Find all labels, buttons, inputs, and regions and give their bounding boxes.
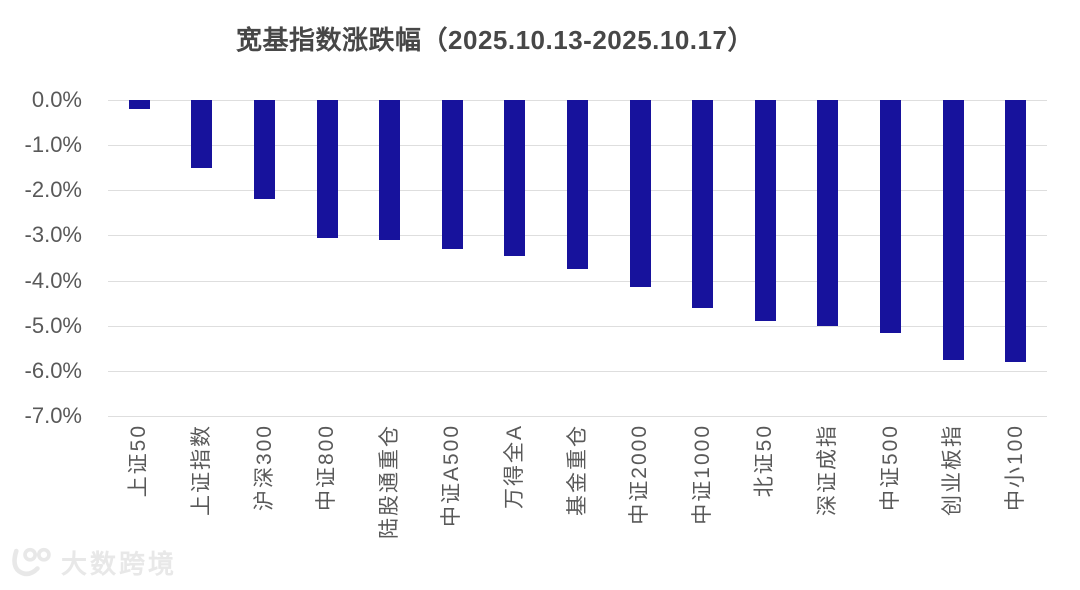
y-tick-label: 0.0%: [31, 87, 82, 112]
bar-深证成指: [817, 100, 839, 326]
x-tick-label: 中证800: [315, 424, 339, 512]
y-axis-labels: 0.0% -1.0% -2.0% -3.0% -4.0% -5.0% -6.0% -7.0%: [0, 87, 84, 428]
gridline: [108, 416, 1047, 417]
bar-上证指数: [191, 100, 213, 168]
x-tick-label-wrapper: 中证A500: [440, 424, 464, 574]
x-tick-label-wrapper: 中证2000: [628, 424, 652, 574]
bar-北证50: [754, 100, 776, 322]
x-tick-label: 中证A500: [440, 424, 464, 528]
x-tick-label: 中小100: [1003, 424, 1027, 512]
bar-中证500: [880, 100, 901, 333]
bar-中小100: [1005, 100, 1027, 362]
x-tick-label-wrapper: 陆股通重仓: [377, 424, 401, 574]
x-tick-label: 北证50: [753, 424, 777, 498]
gridline: [108, 370, 1047, 372]
x-tick-label-wrapper: 中证1000: [690, 424, 714, 574]
bar-中证800: [316, 100, 338, 238]
y-tick-label: -1.0%: [24, 132, 82, 158]
bar-陆股通重仓: [379, 100, 401, 240]
x-tick-label-wrapper: 上证50: [127, 424, 151, 574]
x-tick-label: 创业板指: [941, 424, 965, 516]
chart-title: 宽基指数涨跌幅（2025.10.13-2025.10.17）: [236, 25, 754, 55]
x-tick-label: 中证2000: [628, 424, 652, 525]
bar-沪深300: [254, 100, 275, 200]
x-tick-label: 上证指数: [189, 424, 213, 516]
x-tick-label-wrapper: 深证成指: [815, 424, 839, 574]
x-tick-label-wrapper: 中证800: [315, 424, 339, 574]
bar-基金重仓: [567, 100, 588, 270]
x-tick-label-wrapper: 北证50: [753, 424, 777, 574]
x-tick-label: 陆股通重仓: [377, 424, 401, 539]
bar-创业板指: [942, 100, 964, 360]
x-tick-label-wrapper: 沪深300: [252, 424, 276, 574]
x-tick-label-wrapper: 万得全A: [502, 424, 526, 574]
brand-watermark: 大数跨境: [8, 544, 177, 581]
y-tick-label: -6.0%: [24, 357, 82, 383]
y-tick-label: -4.0%: [24, 267, 82, 293]
y-tick-label: -2.0%: [24, 177, 82, 203]
bar-万得全A: [504, 100, 526, 256]
x-tick-label-wrapper: 中小100: [1003, 424, 1027, 574]
gridline: [108, 280, 1047, 282]
x-tick-label: 上证50: [127, 424, 151, 498]
bar-上证50: [128, 100, 150, 109]
x-tick-label: 沪深300: [252, 424, 276, 512]
plot-area: [108, 100, 1047, 417]
x-tick-label-wrapper: 上证指数: [189, 424, 213, 574]
x-tick-label: 中证500: [878, 424, 902, 512]
y-tick-label: -3.0%: [24, 222, 82, 248]
x-tick-label: 万得全A: [502, 424, 526, 510]
smiley-100-logo-icon: [12, 547, 51, 576]
watermark-text: 大数跨境: [61, 549, 178, 579]
y-tick-label: -7.0%: [24, 403, 82, 428]
bar-中证A500: [441, 100, 463, 249]
y-tick-label: -5.0%: [24, 312, 82, 338]
x-tick-label: 深证成指: [815, 424, 839, 516]
bar-中证1000: [692, 100, 714, 308]
x-tick-label-wrapper: 基金重仓: [565, 424, 589, 574]
gridline: [108, 325, 1047, 327]
x-tick-label: 基金重仓: [565, 424, 589, 516]
x-tick-label: 中证1000: [690, 424, 714, 525]
bar-中证2000: [629, 100, 651, 288]
x-tick-label-wrapper: 创业板指: [941, 424, 965, 574]
x-tick-label-wrapper: 中证500: [878, 424, 902, 574]
